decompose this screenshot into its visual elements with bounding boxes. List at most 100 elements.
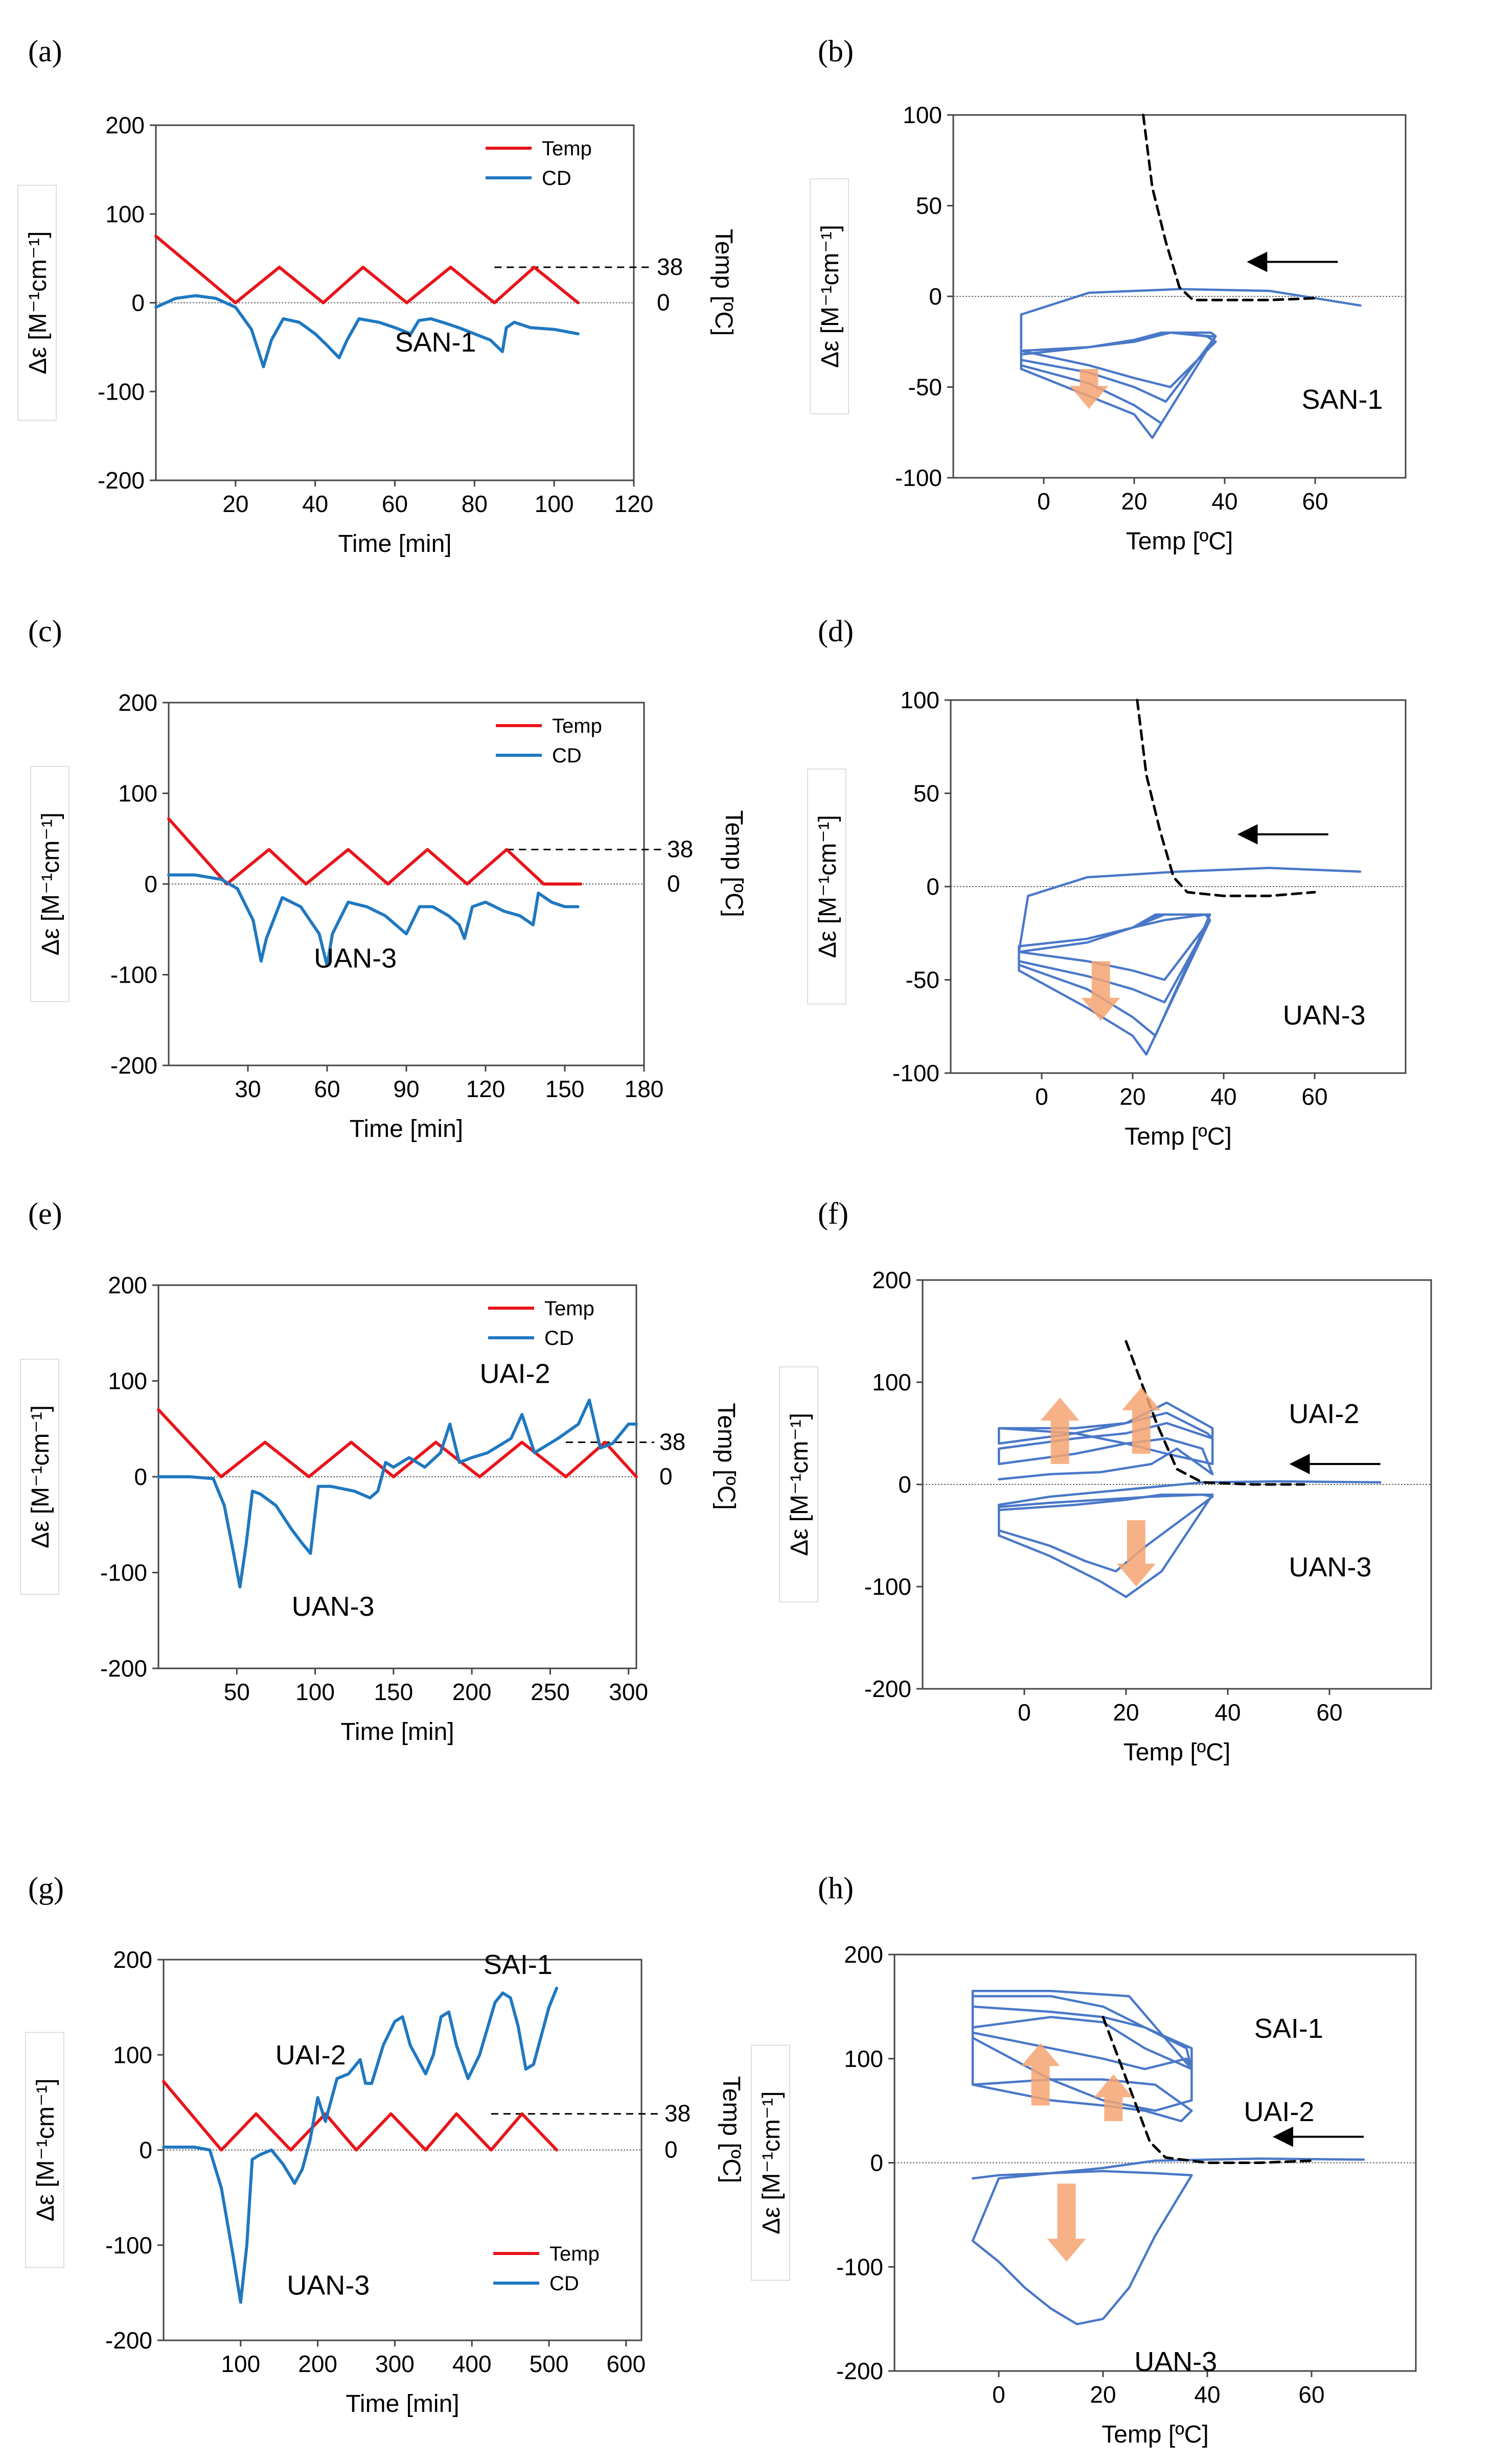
trend-arrow [1081,961,1120,1021]
y-tick-label: -50 [906,967,939,993]
x-tick-label: 200 [452,1679,492,1705]
x-tick-label: 0 [992,2381,1005,2408]
x-tick-label: 300 [609,1679,648,1705]
series-line-guide [1124,1340,1305,1486]
x-axis-title: Time [min] [338,530,451,557]
x-tick-label: 90 [393,1076,419,1102]
panel-d: (d) -100 -50 0 50 100 0 20 40 60 Temp [ºC] Δε [M⁻¹c… [807,614,1407,1150]
legend-label: Temp [552,715,602,737]
y2-tick-label: 38 [664,2100,691,2127]
legend-label: CD [544,1327,574,1350]
x-tick-label: 200 [298,2351,337,2377]
x-tick-label: 120 [466,1076,506,1102]
y-tick-label: 200 [872,1267,911,1293]
trend-arrow [1094,2074,1133,2121]
x-tick-label: 60 [1301,1083,1327,1110]
y-tick-label: 100 [900,687,939,713]
y-tick-label: 0 [926,873,939,900]
annotation-label: UAI-2 [479,1358,550,1389]
y-axis-title-box [810,178,849,414]
panel-label: (g) [28,1871,64,1905]
series-line-guide [1101,2015,1313,2164]
trend-arrow [1047,2183,1086,2262]
y-tick-label: 100 [903,102,942,128]
panel-e: (e) -200 -100 0 100 200 50 100 150 200 250 300 Time … [20,1197,740,1746]
x-tick-label: 0 [1037,488,1050,515]
y2-tick-label: 38 [657,253,683,280]
x-axis-title: Time [min] [350,1115,463,1143]
y-tick-label: -200 [110,1052,157,1079]
y2-tick-label: 0 [667,870,680,897]
x-axis-title: Time [min] [346,2390,459,2417]
series-line-temp [162,2080,559,2152]
trend-arrow [1121,1387,1161,1454]
y-axis-title: Δε [M⁻¹cm⁻¹] [814,815,841,958]
x-tick-label: 150 [374,1679,413,1705]
panel-label: (b) [818,34,854,68]
annotation-label: UAN-3 [1289,1552,1371,1583]
y-tick-label: -200 [864,1676,911,1702]
legend-label: CD [552,745,582,767]
x-tick-label: 40 [1210,1083,1236,1110]
x-tick-label: 60 [1316,1699,1342,1726]
y-tick-label: 200 [108,1272,147,1298]
trend-arrow [1040,1398,1080,1464]
y-tick-label: 0 [870,2150,883,2176]
series-line-temp [167,817,582,886]
panel-label: (h) [818,1871,854,1905]
x-tick-label: 100 [535,491,574,517]
x-tick-label: 80 [462,491,488,517]
y-axis-title: Δε [M⁻¹cm⁻¹] [25,231,52,374]
x-tick-label: 30 [235,1076,261,1102]
annotation-label: UAN-3 [1283,1000,1366,1031]
series-line-cd [154,294,580,368]
y-tick-label: 50 [916,193,942,219]
x-axis-title: Temp [ºC] [1124,1123,1232,1150]
y-axis-title-box [25,2032,64,2268]
y-axis-title-box [751,2044,790,2281]
y-axis-title: Δε [M⁻¹cm⁻¹] [32,2078,59,2221]
x-tick-label: 20 [222,491,248,517]
series-line-cd-pos [971,1990,1193,2123]
y-tick-label: 0 [131,290,145,316]
x-axis-title: Time [min] [340,1718,454,1746]
panel-g: (g) -200 -100 0 100 200 100 200 300 400 500 600 Time… [25,1871,745,2417]
x-tick-label: 180 [625,1076,664,1102]
y2-tick-label: 0 [657,289,670,316]
annotation-label: UAI-2 [276,2040,346,2071]
x-tick-label: 100 [221,2351,260,2377]
y2-axis-title: Temp [ºC] [713,1403,740,1510]
y-tick-label: 200 [113,1946,152,1973]
y-tick-label: -100 [895,464,942,491]
x-tick-label: 400 [452,2351,492,2377]
legend-label: Temp [544,1297,594,1320]
y2-tick-label: 38 [659,1429,685,1455]
y-tick-label: -50 [908,374,942,401]
y-axis-title: Δε [M⁻¹cm⁻¹] [37,812,64,956]
y-tick-label: 0 [144,871,157,897]
series-line-cd [162,1986,559,2304]
y-tick-label: 200 [105,112,145,138]
y-axis-title: Δε [M⁻¹cm⁻¹] [27,1405,54,1548]
series-line-cd [1018,867,1362,1056]
trend-arrow [1021,2043,1060,2106]
x-tick-label: 20 [1090,2381,1116,2408]
y-axis-title-box [30,766,70,1002]
y-tick-label: 0 [898,1471,911,1498]
y-tick-label: -100 [100,1560,147,1586]
annotation-label: UAN-3 [292,1591,375,1622]
x-tick-label: 40 [1211,488,1237,515]
y-axis-title: Δε [M⁻¹cm⁻¹] [817,225,844,368]
y-tick-label: -100 [98,378,145,405]
annotation-label: UAI-2 [1244,2097,1314,2127]
y-axis-title: Δε [M⁻¹cm⁻¹] [758,2091,785,2234]
y-tick-label: 100 [872,1369,911,1396]
x-tick-label: 20 [1119,1083,1145,1110]
series-line-guide [1136,699,1316,897]
trend-arrow [1116,1520,1156,1587]
trend-arrow [1069,369,1109,409]
x-tick-label: 300 [375,2351,415,2377]
series-line-cd [1020,288,1362,439]
x-tick-label: 60 [1298,2381,1324,2408]
x-tick-label: 0 [1018,1699,1031,1726]
